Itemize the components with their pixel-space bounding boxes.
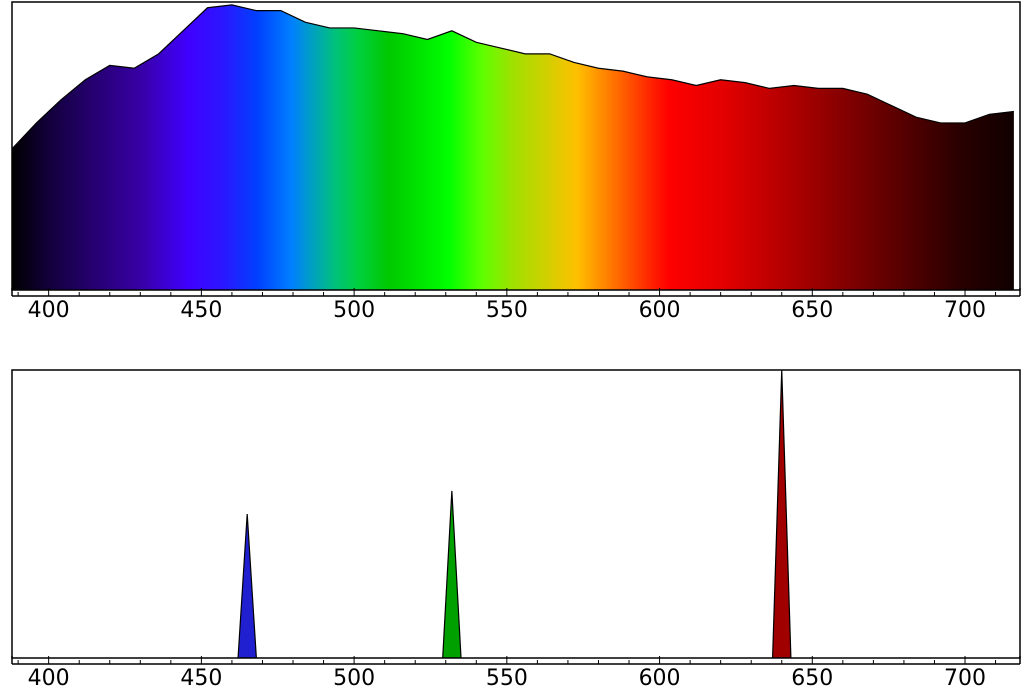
- axis-tick-label: 500: [333, 666, 375, 691]
- emission-peak: [238, 514, 256, 658]
- axis-tick-label: 400: [28, 666, 70, 691]
- bottom-axis: 400 450 500 550 600 650 700: [12, 656, 1020, 691]
- axis-tick-label: 600: [639, 298, 681, 323]
- emission-peak: [443, 491, 461, 658]
- axis-tick-label: 700: [944, 666, 986, 691]
- spectrum-figure: 400 450 500 550 600 650 700 400 450 500 550 600 650 7…: [0, 0, 1027, 698]
- axis-tick-label: 400: [28, 298, 70, 323]
- top-panel: [12, 2, 1020, 290]
- emission-peak: [773, 370, 791, 658]
- axis-tick-label: 650: [791, 666, 833, 691]
- continuous-spectrum-area: [12, 5, 1014, 290]
- top-axis: 400 450 500 550 600 650 700: [12, 288, 1020, 323]
- axis-tick-label: 500: [333, 298, 375, 323]
- axis-tick-label: 600: [639, 666, 681, 691]
- axis-tick-label: 450: [180, 666, 222, 691]
- axis-tick-label: 550: [486, 298, 528, 323]
- bottom-panel: [12, 370, 1020, 658]
- axis-tick-label: 550: [486, 666, 528, 691]
- axis-tick-label: 450: [180, 298, 222, 323]
- spectrum-svg: 400 450 500 550 600 650 700 400 450 500 550 600 650 7…: [0, 0, 1027, 698]
- axis-tick-label: 650: [791, 298, 833, 323]
- bottom-panel-frame: [12, 370, 1020, 658]
- axis-tick-label: 700: [944, 298, 986, 323]
